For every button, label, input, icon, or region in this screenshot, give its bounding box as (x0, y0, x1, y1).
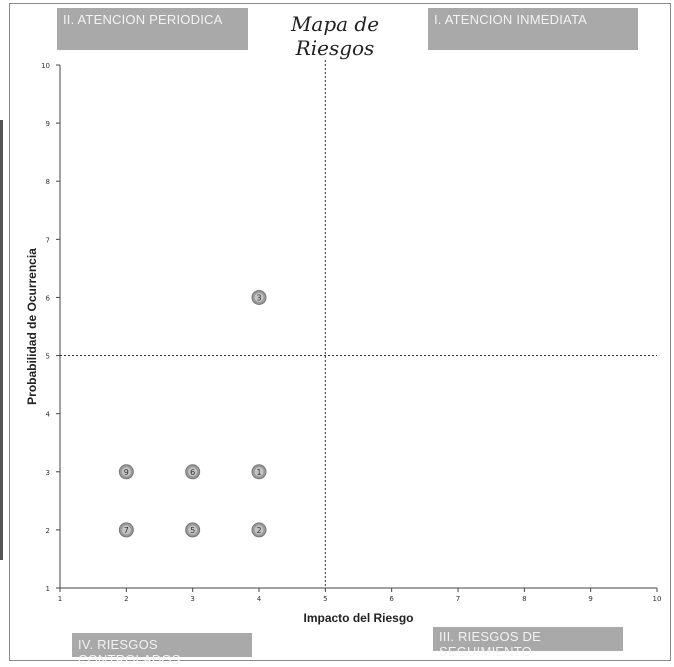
x-tick-label: 5 (323, 595, 327, 603)
risk-point-label: 7 (124, 526, 129, 535)
y-tick-label: 2 (46, 527, 50, 535)
quadrant-label-text: IV. RIESGOS CONTROLADOS (78, 637, 181, 667)
risk-point-label: 9 (124, 468, 129, 477)
y-tick-label: 7 (46, 236, 50, 244)
risk-point-inner (254, 467, 264, 477)
quadrant-label-monitoring-risks: III. RIESGOS DE SEGUIMIENTO (433, 627, 623, 659)
x-tick-label: 2 (124, 595, 128, 603)
risk-point-label: 6 (190, 468, 195, 477)
quadrant-label-attention-immediate: I. ATENCION INMEDIATA (428, 8, 638, 50)
x-tick-label: 10 (653, 595, 662, 603)
y-tick-label: 9 (46, 120, 50, 128)
risk-point-inner (188, 467, 198, 477)
x-tick-label: 7 (456, 595, 460, 603)
risk-point-label: 2 (256, 526, 261, 535)
x-tick-label: 1 (58, 595, 62, 603)
risk-point-label: 1 (256, 468, 261, 477)
chart-frame (9, 3, 671, 661)
x-axis-label: Impacto del Riesgo (303, 611, 413, 625)
chart-title: Mapa de Riesgos (290, 12, 380, 60)
y-tick-label: 4 (46, 411, 51, 419)
quadrant-label-text: II. ATENCION PERIODICA (63, 12, 223, 27)
y-axis-label: Probabilidad de Ocurrencia (25, 248, 39, 405)
y-tick-label: 5 (46, 353, 50, 361)
risk-point-label: 3 (256, 293, 261, 302)
x-tick-label: 6 (389, 595, 394, 603)
x-tick-label: 9 (588, 595, 592, 603)
y-tick-label: 8 (46, 178, 50, 186)
scan-edge-bar (0, 120, 3, 560)
risk-point-inner (121, 525, 131, 535)
risk-point-inner (188, 525, 198, 535)
quadrant-label-attention-periodic: II. ATENCION PERIODICA (57, 8, 248, 50)
x-tick-label: 4 (257, 595, 262, 603)
quadrant-label-text: I. ATENCION INMEDIATA (434, 12, 587, 27)
quadrant-label-controlled-risks: IV. RIESGOS CONTROLADOS (72, 633, 252, 667)
y-tick-label: 1 (46, 585, 50, 593)
risk-point-inner (254, 292, 264, 302)
y-tick-label: 3 (46, 469, 50, 477)
risk-point-inner (254, 525, 264, 535)
x-tick-label: 3 (190, 595, 194, 603)
y-tick-label: 10 (41, 62, 50, 70)
x-tick-label: 8 (522, 595, 526, 603)
y-tick-label: 6 (46, 294, 51, 302)
risk-point-inner (121, 467, 131, 477)
quadrant-label-text: III. RIESGOS DE SEGUIMIENTO (439, 629, 541, 659)
risk-point-label: 5 (190, 526, 195, 535)
